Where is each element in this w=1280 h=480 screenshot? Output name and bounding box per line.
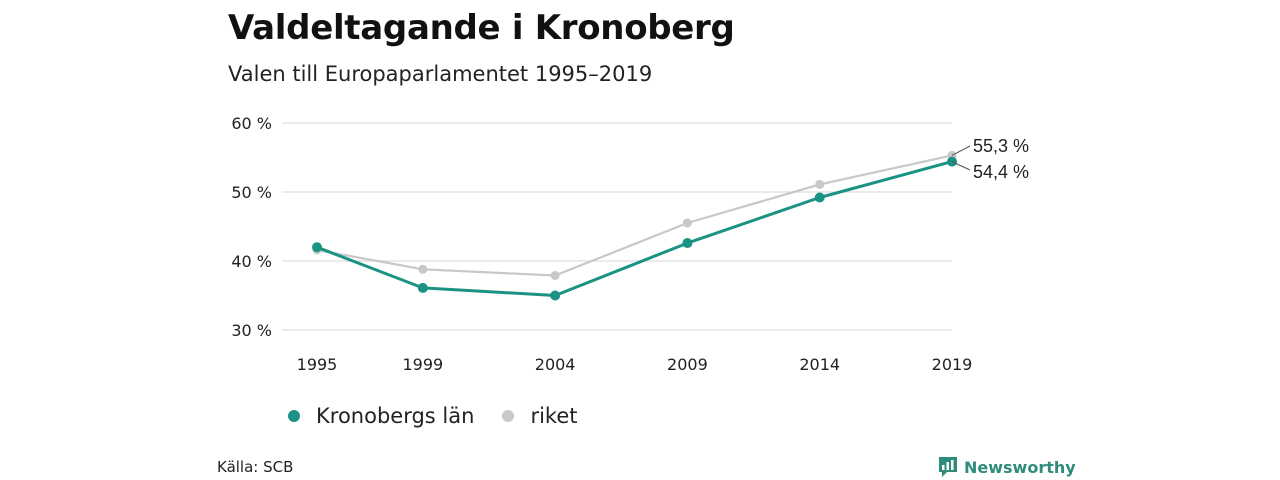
x-tick-label: 1999	[402, 355, 443, 374]
data-point-riket	[683, 219, 692, 228]
x-tick-label: 2014	[799, 355, 840, 374]
x-tick-label: 2019	[932, 355, 973, 374]
end-label-leader-riket	[952, 146, 970, 155]
data-point-riket	[551, 271, 560, 280]
y-tick-label: 30 %	[231, 321, 272, 340]
data-point-kronoberg	[815, 193, 825, 203]
legend-item-kronoberg: Kronobergs län	[288, 404, 474, 428]
end-label-riket: 55,3 %	[973, 136, 1029, 156]
data-point-kronoberg	[682, 238, 692, 248]
data-point-riket	[418, 265, 427, 274]
legend-dot-kronoberg	[288, 410, 300, 422]
y-tick-label: 50 %	[231, 183, 272, 202]
y-tick-label: 60 %	[231, 114, 272, 133]
legend-label-riket: riket	[530, 404, 577, 428]
legend-label-kronoberg: Kronobergs län	[316, 404, 474, 428]
legend-dot-riket	[502, 410, 514, 422]
brand-logo: Newsworthy	[938, 456, 1076, 478]
x-tick-label: 1995	[297, 355, 338, 374]
line-chart: 30 % 40 % 50 % 60 % 1995 1999 2004 2009 2014 2019…	[0, 0, 1280, 480]
x-tick-label: 2004	[535, 355, 576, 374]
newsworthy-logo-icon	[938, 456, 958, 478]
data-point-kronoberg	[550, 291, 560, 301]
y-tick-label: 40 %	[231, 252, 272, 271]
x-tick-label: 2009	[667, 355, 708, 374]
brand-name: Newsworthy	[964, 458, 1076, 477]
legend-item-riket: riket	[502, 404, 577, 428]
series-line-kronoberg	[317, 162, 952, 296]
end-label-kronoberg: 54,4 %	[973, 162, 1029, 182]
series-line-riket	[317, 155, 952, 275]
data-point-kronoberg	[418, 283, 428, 293]
source-note: Källa: SCB	[217, 458, 293, 476]
chart-legend: Kronobergs län riket	[288, 404, 605, 428]
data-point-riket	[815, 180, 824, 189]
data-point-kronoberg	[312, 242, 322, 252]
